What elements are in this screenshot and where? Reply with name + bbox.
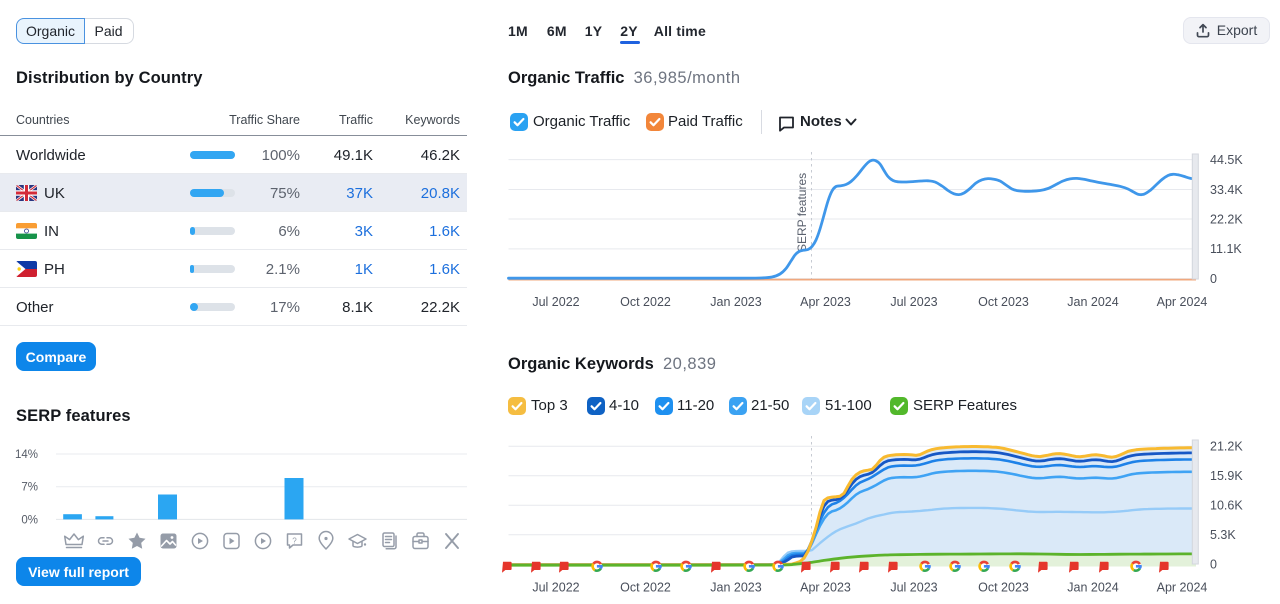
svg-text:21.2K: 21.2K: [1210, 440, 1243, 454]
svg-text:14%: 14%: [15, 449, 38, 461]
svg-text:0%: 0%: [21, 514, 38, 526]
svg-text:0: 0: [1210, 558, 1217, 572]
svg-text:5.3K: 5.3K: [1210, 528, 1236, 542]
svg-text:Oct 2023: Oct 2023: [978, 581, 1029, 595]
svg-text:Jan 2024: Jan 2024: [1067, 581, 1118, 595]
svg-text:Apr 2023: Apr 2023: [800, 295, 851, 309]
svg-text:0: 0: [1210, 272, 1217, 286]
svg-text:Apr 2024: Apr 2024: [1157, 295, 1208, 309]
svg-text:Oct 2022: Oct 2022: [620, 581, 671, 595]
svg-text:Oct 2022: Oct 2022: [620, 295, 671, 309]
svg-text:Jul 2022: Jul 2022: [532, 295, 579, 309]
svg-text:Jan 2024: Jan 2024: [1067, 295, 1118, 309]
svg-text:11.1K: 11.1K: [1210, 242, 1242, 256]
svg-text:7%: 7%: [21, 482, 38, 494]
svg-text:Apr 2023: Apr 2023: [800, 581, 851, 595]
svg-text:44.5K: 44.5K: [1210, 153, 1243, 167]
svg-text:Jul 2023: Jul 2023: [890, 295, 937, 309]
svg-text:Oct 2023: Oct 2023: [978, 295, 1029, 309]
svg-text:?: ?: [292, 537, 297, 546]
svg-text:Apr 2024: Apr 2024: [1157, 581, 1208, 595]
svg-text:33.4K: 33.4K: [1210, 183, 1243, 197]
svg-text:Jul 2022: Jul 2022: [532, 581, 579, 595]
svg-text:SERP features: SERP features: [795, 173, 809, 252]
svg-text:Jan 2023: Jan 2023: [710, 295, 761, 309]
svg-text:10.6K: 10.6K: [1210, 499, 1243, 513]
svg-text:22.2K: 22.2K: [1210, 212, 1243, 226]
svg-text:Jul 2023: Jul 2023: [890, 581, 937, 595]
svg-text:Jan 2023: Jan 2023: [710, 581, 761, 595]
svg-text:15.9K: 15.9K: [1210, 469, 1243, 483]
